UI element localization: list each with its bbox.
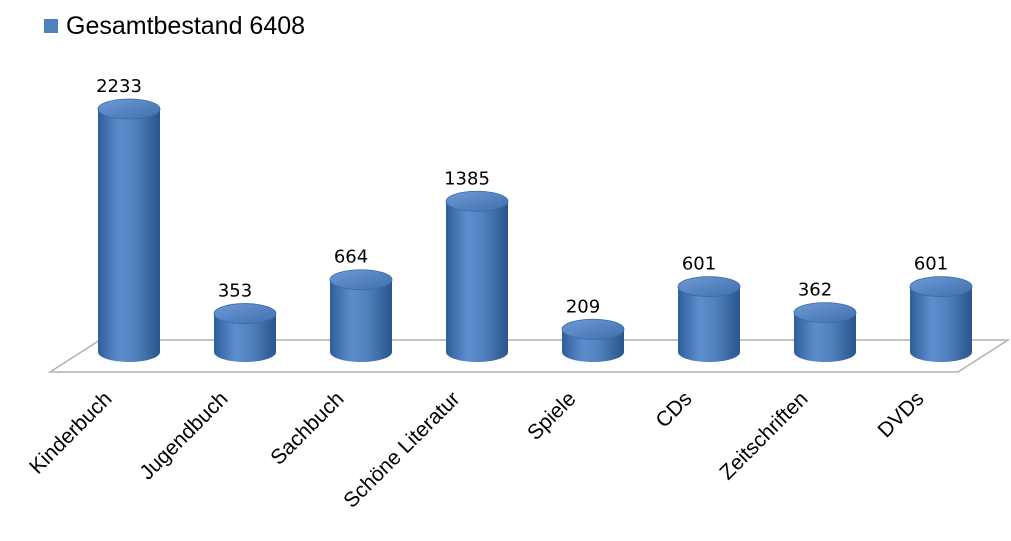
- category-label: Zeitschriften: [715, 387, 812, 484]
- category-label: Jugendbuch: [135, 387, 232, 484]
- data-label: 2233: [96, 76, 142, 97]
- chart-floor: [47, 339, 1011, 373]
- bar: [561, 318, 625, 362]
- bar: [329, 269, 393, 362]
- legend-label: Gesamtbestand 6408: [66, 12, 306, 40]
- bar-top: [445, 190, 509, 212]
- category-label: Kinderbuch: [25, 387, 116, 478]
- data-label: 353: [218, 281, 252, 302]
- bar-body: [214, 313, 276, 362]
- bar-body: [910, 286, 972, 362]
- data-label: 601: [914, 254, 948, 275]
- bar-top: [561, 318, 625, 340]
- bar-top: [213, 303, 277, 324]
- bar-top: [909, 276, 973, 297]
- bar-body: [330, 279, 392, 362]
- bar-top: [329, 269, 393, 291]
- category-label: Sachbuch: [266, 387, 348, 469]
- bar: [793, 302, 857, 362]
- bar-top: [97, 98, 161, 120]
- data-label: 209: [566, 296, 600, 317]
- data-label: 601: [682, 254, 716, 275]
- bar-body: [794, 312, 856, 362]
- legend-swatch: [44, 19, 58, 33]
- bar-top: [793, 302, 857, 324]
- data-label: 1385: [444, 168, 490, 189]
- category-label: Schöne Literatur: [339, 387, 464, 512]
- category-label: CDs: [651, 387, 696, 432]
- bar: [213, 303, 277, 362]
- bar: [909, 276, 973, 362]
- bar-body: [678, 286, 740, 362]
- bar-top: [677, 276, 741, 297]
- bar: [97, 98, 161, 362]
- category-label: Spiele: [523, 387, 581, 445]
- bar-body: [446, 201, 508, 362]
- bar: [677, 276, 741, 362]
- category-label: DVDs: [873, 387, 928, 442]
- data-label: 362: [798, 280, 832, 301]
- chart-legend: Gesamtbestand 6408: [44, 12, 305, 40]
- bar: [445, 190, 509, 362]
- bar-body: [98, 109, 160, 362]
- data-label: 664: [334, 247, 368, 268]
